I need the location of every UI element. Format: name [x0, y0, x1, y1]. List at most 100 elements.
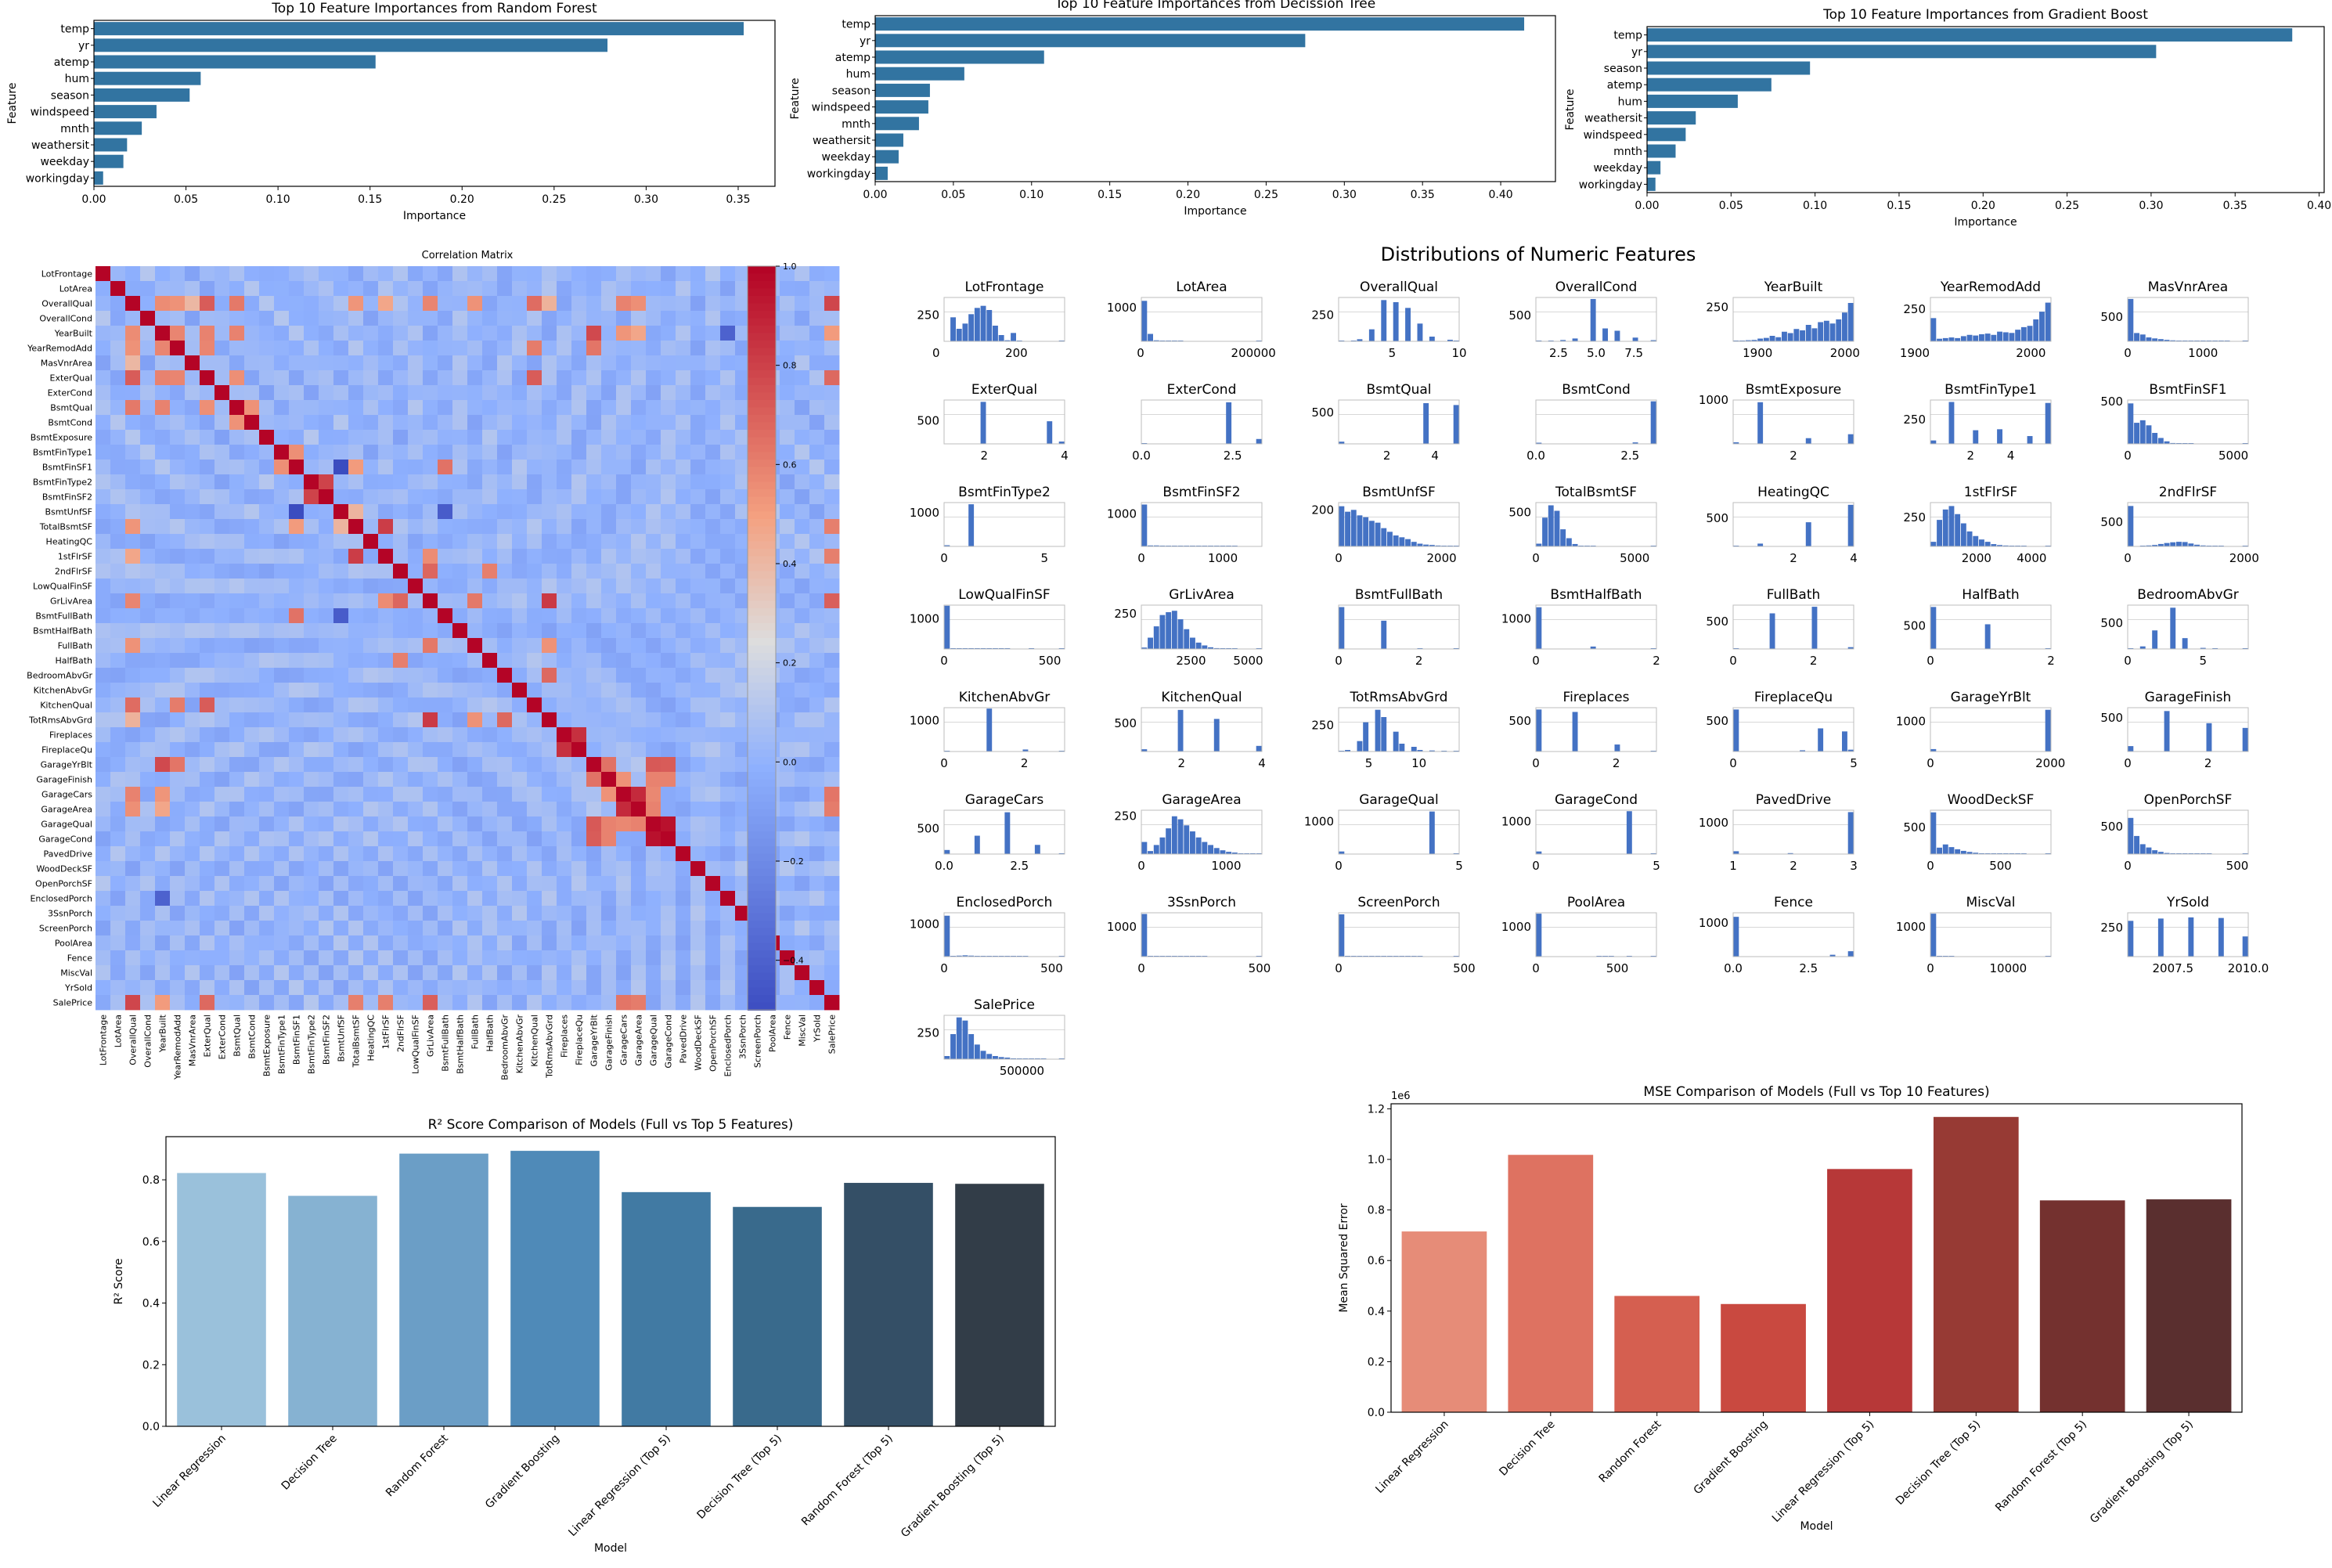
heatmap-cell [170, 891, 186, 907]
heatmap-cell [125, 266, 141, 282]
heatmap-cell [125, 802, 141, 817]
heatmap-cell [259, 861, 275, 877]
colorbar-segment [748, 928, 776, 936]
heatmap-row-label: YearRemodAdd [27, 344, 92, 354]
heatmap-cell [690, 266, 706, 282]
heatmap-cell [497, 697, 513, 713]
heatmap-cell [586, 668, 602, 683]
heatmap-col-label: OverallQual [128, 1015, 139, 1065]
heatmap-cell [557, 683, 572, 698]
heatmap-cell [333, 831, 349, 847]
heatmap-cell [438, 965, 453, 981]
heatmap-cell [348, 668, 364, 683]
heatmap-cell [423, 593, 438, 609]
heatmap-cell [809, 385, 825, 401]
heatmap-cell [125, 816, 141, 832]
heatmap-cell [319, 906, 334, 921]
heatmap-cell [289, 757, 305, 773]
heatmap-cell [557, 623, 572, 639]
heatmap-cell [571, 861, 587, 877]
heatmap-cell [527, 906, 542, 921]
heatmap-cell [438, 281, 453, 297]
heatmap-cell [155, 370, 171, 386]
heatmap-cell [140, 623, 156, 639]
rf-xtick-label: 0.10 [266, 193, 290, 206]
hist-bar [1339, 914, 1345, 957]
heatmap-cell [646, 296, 661, 312]
hist-xtick-label: 0.0 [1724, 961, 1743, 975]
heatmap-cell [482, 831, 498, 847]
heatmap-cell [200, 519, 215, 535]
heatmap-cell [780, 564, 795, 579]
mse-ytick-label: 1.2 [1368, 1103, 1385, 1116]
heatmap-cell [467, 742, 483, 758]
gb-importance-svg: Top 10 Feature Importances from Gradient… [1564, 7, 2331, 229]
hist-bar [1141, 842, 1148, 854]
heatmap-cell [96, 623, 111, 639]
hist-ytick-label: 250 [1311, 719, 1334, 733]
heatmap-cell [542, 802, 557, 817]
heatmap-cell [393, 727, 409, 743]
heatmap-cell [720, 445, 736, 460]
heatmap-cell [705, 861, 721, 877]
colorbar-segment [748, 1002, 776, 1011]
numeric-distributions-svg: Distributions of Numeric FeaturesLotFron… [910, 243, 2269, 1078]
heatmap-cell [571, 921, 587, 936]
heatmap-cell [497, 742, 513, 758]
heatmap-cell [96, 564, 111, 579]
heatmap-cell [512, 355, 528, 371]
heatmap-cell [601, 593, 617, 609]
heatmap-cell [452, 474, 468, 490]
heatmap-cell [393, 831, 409, 847]
heatmap-cell [467, 802, 483, 817]
heatmap-row-label: BsmtFinType1 [33, 448, 92, 458]
heatmap-cell [676, 445, 691, 460]
heatmap-cell [408, 653, 424, 669]
heatmap-cell [482, 415, 498, 431]
heatmap-cell [586, 400, 602, 416]
heatmap-cell [140, 935, 156, 951]
heatmap-cell [467, 549, 483, 564]
heatmap-cell [646, 876, 661, 892]
heatmap-cell [705, 534, 721, 550]
heatmap-cell [676, 296, 691, 312]
heatmap-cell [244, 281, 260, 297]
heatmap-cell [140, 385, 156, 401]
heatmap-cell [304, 341, 319, 356]
heatmap-cell [423, 281, 438, 297]
heatmap-cell [289, 489, 305, 505]
heatmap-cell [229, 638, 245, 654]
heatmap-cell [110, 906, 126, 921]
heatmap-cell [140, 579, 156, 594]
heatmap-cell [363, 653, 379, 669]
heatmap-cell [452, 430, 468, 445]
heatmap-cell [378, 891, 394, 907]
heatmap-cell [393, 683, 409, 698]
heatmap-cell [512, 623, 528, 639]
heatmap-cell [393, 980, 409, 996]
heatmap-cell [348, 980, 364, 996]
heatmap-cell [452, 623, 468, 639]
heatmap-cell [140, 831, 156, 847]
heatmap-cell [705, 787, 721, 802]
hist-panel-title: BsmtFinSF2 [1162, 485, 1240, 500]
heatmap-cell [780, 355, 795, 371]
hist-bar [2128, 746, 2134, 752]
heatmap-cell [423, 326, 438, 341]
heatmap-cell [571, 846, 587, 862]
heatmap-cell [200, 935, 215, 951]
hist-bar [956, 955, 962, 957]
hist-ytick-label: 500 [1903, 820, 1926, 834]
heatmap-cell [646, 370, 661, 386]
hist-bar [1733, 917, 1739, 957]
hist-panel-frame [1141, 809, 1263, 855]
heatmap-cell [289, 549, 305, 564]
heatmap-cell [214, 831, 230, 847]
heatmap-cell [557, 281, 572, 297]
heatmap-cell [676, 831, 691, 847]
heatmap-cell [780, 697, 795, 713]
heatmap-cell [438, 445, 453, 460]
colorbar-segment [748, 638, 776, 647]
heatmap-cell [646, 653, 661, 669]
heatmap-cell [735, 802, 751, 817]
